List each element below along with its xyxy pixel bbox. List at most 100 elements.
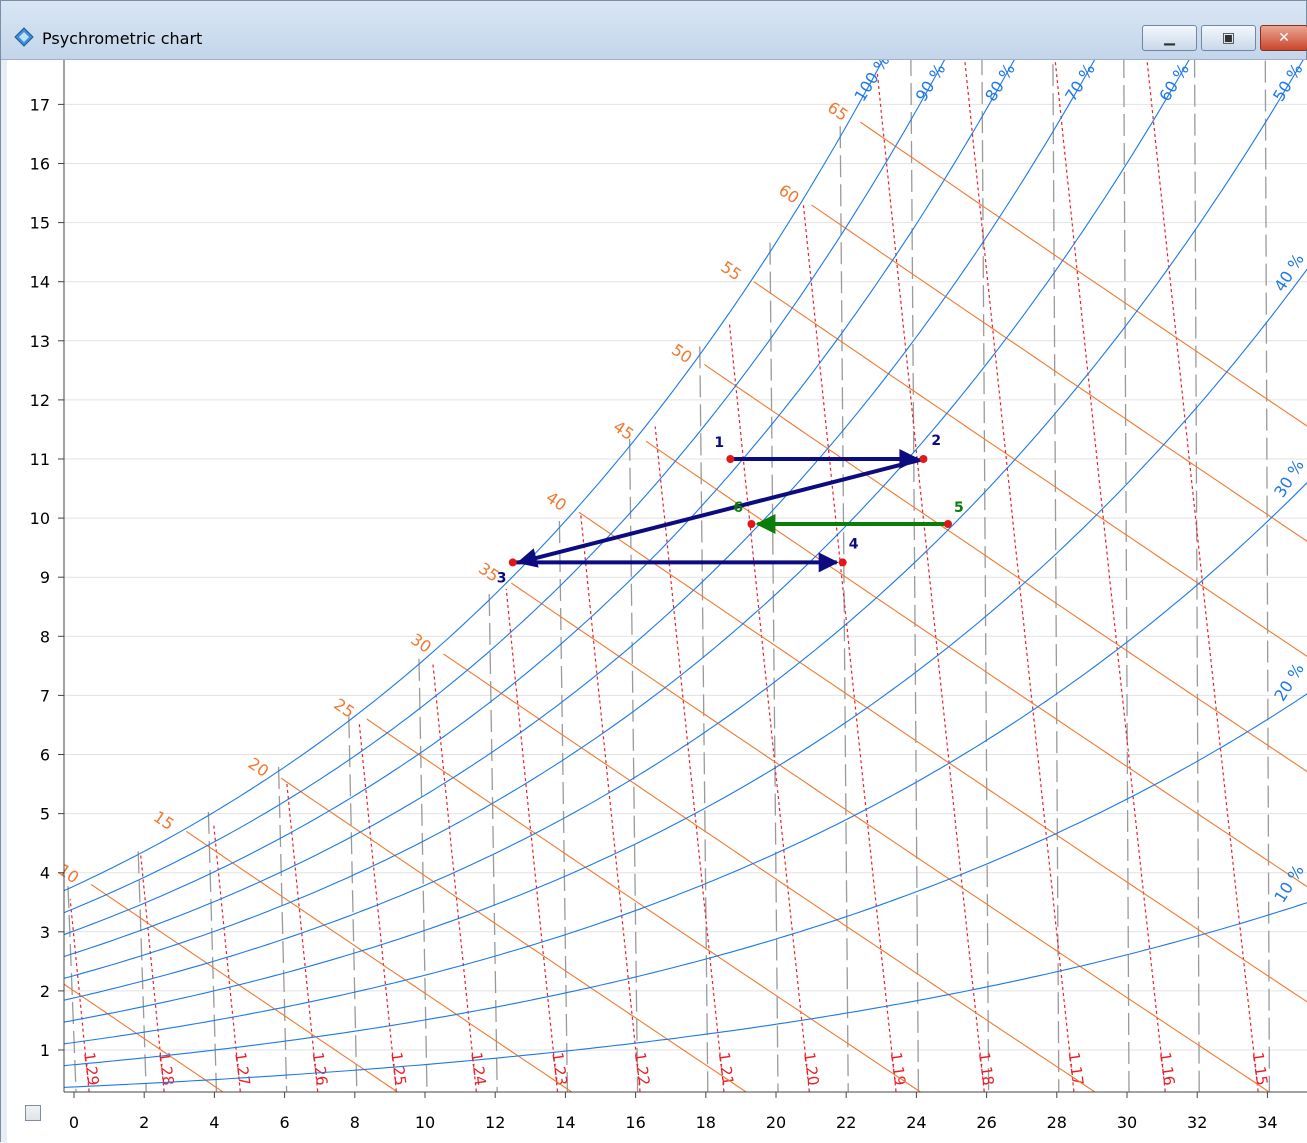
x-tick-label: 22 [836,1113,856,1132]
density-line [1055,60,1165,1091]
rh-curve-label: 10 % [1270,861,1307,906]
wetbulb-line [489,594,497,1091]
enthalpy-line-label: 65 [824,98,852,125]
wetbulb-line [630,439,638,1092]
minimize-icon: ▁ [1143,26,1196,50]
state-point-label: 4 [849,536,859,552]
diamond-app-icon [14,27,34,47]
y-tick-label: 3 [40,923,50,942]
density-line-label: 1.26 [309,1051,331,1087]
wetbulb-line [349,716,357,1091]
density-line [506,589,557,1091]
density-line-label: 1.23 [548,1051,570,1087]
enthalpy-line [860,122,1307,1109]
options-checkbox[interactable] [25,1105,41,1121]
window-title: Psychrometric chart [42,29,202,48]
x-tick-label: 16 [625,1113,645,1132]
x-tick-label: 30 [1117,1113,1137,1132]
wetbulb-line [138,851,146,1091]
density-line-label: 1.29 [80,1051,102,1087]
x-tick-label: 26 [976,1113,996,1132]
x-tick-label: 10 [415,1113,435,1132]
enthalpy-line-label: 15 [150,807,178,834]
enthalpy-line-label: 20 [245,754,273,781]
state-point [509,558,517,566]
wetbulb-line [770,243,778,1092]
wetbulb-line [1051,60,1059,1091]
x-tick-label: 34 [1257,1113,1277,1132]
wetbulb-line [1261,60,1269,1091]
title-bar[interactable]: Psychrometric chart ▁ ▣ ✕ [1,1,1306,60]
close-icon: ✕ [1261,26,1307,50]
y-tick-label: 12 [30,391,50,410]
x-tick-label: 4 [209,1113,219,1132]
x-tick-label: 24 [906,1113,926,1132]
rh-curve-label: 50 % [1269,60,1307,105]
state-point-label: 1 [714,435,724,451]
enthalpy-line-label: 40 [543,488,571,515]
rh-curve-label: 100 % [850,60,893,105]
density-line [433,663,477,1092]
density-line-label: 1.27 [231,1051,253,1087]
wetbulb-line [279,767,287,1091]
wetbulb-line [840,126,848,1091]
rh-curve [64,60,1124,957]
rh-curve [64,676,1307,1066]
rh-curve [64,60,1307,1000]
wetbulb-line [559,521,567,1091]
state-point-label: 2 [931,433,941,449]
density-line-label: 1.21 [715,1051,737,1087]
enthalpy-line-label: 30 [407,630,435,657]
y-tick-label: 14 [30,273,50,292]
density-line [359,722,396,1091]
state-point [726,455,734,463]
state-point [919,455,927,463]
wetbulb-line [910,60,918,1091]
x-tick-label: 12 [485,1113,505,1132]
density-line-label: 1.18 [975,1051,997,1087]
minimize-button[interactable]: ▁ [1142,25,1197,51]
close-button[interactable]: ✕ [1260,25,1307,51]
y-tick-label: 4 [40,864,50,883]
x-tick-label: 14 [555,1113,575,1132]
enthalpy-line-label: 60 [775,180,803,207]
y-tick-label: 5 [40,805,50,824]
enthalpy-line [704,364,1307,1109]
rh-curve [64,60,970,913]
enthalpy-line-label: 50 [668,340,696,367]
maximize-icon: ▣ [1202,26,1255,50]
x-tick-label: 20 [766,1113,786,1132]
x-tick-label: 0 [69,1113,79,1132]
y-tick-label: 13 [30,332,50,351]
y-tick-label: 15 [30,214,50,233]
y-tick-label: 6 [40,746,50,765]
enthalpy-line-label: 55 [717,257,745,284]
maximize-button[interactable]: ▣ [1201,25,1256,51]
rh-curve [64,455,1307,1044]
x-tick-label: 8 [350,1113,360,1132]
y-tick-label: 8 [40,627,50,646]
density-line-label: 1.19 [887,1051,909,1087]
y-tick-label: 16 [30,155,50,174]
density-line-label: 1.20 [800,1051,822,1087]
y-tick-label: 11 [30,450,50,469]
state-point-label: 6 [733,500,743,516]
state-point-label: 5 [954,500,964,516]
state-point [747,520,755,528]
wetbulb-line [1121,60,1129,1091]
enthalpy-line [91,885,423,1110]
state-point [839,558,847,566]
density-line-label: 1.22 [631,1051,653,1087]
density-line-label: 1.17 [1065,1051,1087,1087]
y-tick-label: 2 [40,982,50,1001]
state-point-label: 3 [497,570,507,586]
rh-curve-label: 80 % [981,60,1019,105]
enthalpy-line-label: 45 [610,417,638,444]
enthalpy-line [646,441,1307,1109]
y-tick-label: 9 [40,568,50,587]
x-tick-label: 6 [280,1113,290,1132]
